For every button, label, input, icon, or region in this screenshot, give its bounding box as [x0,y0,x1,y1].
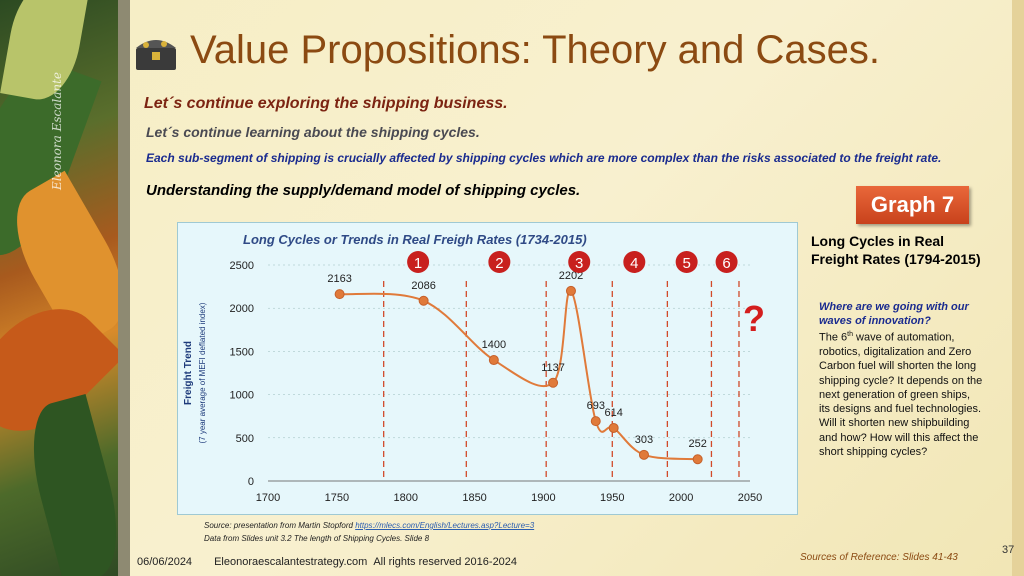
y-tick-label: 1500 [230,346,254,358]
data-label: 614 [604,407,622,419]
y-tick-label: 500 [236,433,254,445]
y-axis-sublabel: (7 year average of MEFI deflated index) [198,302,207,443]
data-label: 2202 [559,270,583,282]
right-edge [1012,0,1024,576]
source-line-2: Data from Slides unit 3.2 The length of … [204,534,430,543]
x-tick-label: 1900 [531,492,555,504]
chart-title: Long Cycles or Trends in Real Freigh Rat… [243,232,587,247]
data-point [590,416,601,427]
cycle-marker-label: 6 [722,255,730,272]
cycle-marker-6 [715,251,738,273]
data-point [418,295,429,306]
data-label: 693 [587,400,605,412]
data-label: 2086 [411,280,435,292]
subtitle-exploring: Let´s continue exploring the shipping bu… [144,95,508,112]
chart-svg: Long Cycles or Trends in Real Freigh Rat… [183,232,765,504]
y-axis-label: Freight Trend [183,341,194,405]
decorative-flower-painting: Eleonora Escalante [0,0,120,576]
data-label: 1137 [541,362,565,374]
x-tick-label: 1950 [600,492,624,504]
x-tick-label: 1800 [393,492,417,504]
data-point [334,289,345,300]
data-point [548,377,559,388]
treasure-chest-icon [136,40,176,70]
data-label: 1400 [482,339,506,351]
page-number: 37 [1002,544,1015,556]
x-tick-label: 2000 [669,492,693,504]
cycle-marker-5 [675,251,698,273]
data-point [565,285,576,296]
cycle-marker-4 [623,251,646,273]
x-tick-label: 1850 [462,492,486,504]
subtitle-learning: Let´s continue learning about the shippi… [146,124,480,140]
graph-badge: Graph 7 [856,186,969,224]
cycle-marker-3 [568,251,591,273]
x-tick-label: 1700 [256,492,280,504]
section-heading: Understanding the supply/demand model of… [146,182,581,199]
cycle-marker-label: 2 [495,255,503,272]
cycle-marker-label: 5 [682,255,690,272]
footer-date: 06/06/2024 [137,556,193,568]
data-point [692,454,703,465]
data-label: 303 [635,434,653,446]
cycle-marker-label: 4 [630,255,638,272]
sidebar-body-pre: The 6 [819,331,848,344]
sidebar-title: Long Cycles in Real Freight Rates (1794-… [811,233,981,268]
sidebar-body-post: wave of automation, robotics, digitaliza… [819,331,983,459]
data-label: 2163 [327,273,351,285]
sidebar-body: The 6th wave of automation, robotics, di… [819,330,984,459]
y-tick-label: 0 [248,476,254,488]
sidebar-body-sup: th [847,331,853,338]
data-point [488,355,499,366]
question-mark: ? [743,298,765,339]
sidebar-question: Where are we going with our waves of inn… [819,301,969,328]
data-label: 252 [688,438,706,450]
data-point [608,422,619,433]
artist-signature: Eleonora Escalante [50,71,64,190]
source-line: Source: presentation from Martin Stopfor… [204,521,534,530]
y-tick-label: 1000 [230,390,254,402]
page-title: Value Propositions: Theory and Cases. [190,28,881,72]
cycle-marker-label: 3 [575,255,583,272]
cycle-marker-1 [407,251,430,273]
y-tick-label: 2500 [230,260,254,272]
x-tick-label: 2050 [738,492,762,504]
footer-site: Eleonoraescalantestrategy.com [214,556,368,568]
source-link[interactable]: https://mlecs.com/English/Lectures.asp?L… [355,521,535,530]
footer-rights: All rights reserved 2016-2024 [373,556,518,568]
x-tick-label: 1750 [325,492,349,504]
y-tick-label: 2000 [230,303,254,315]
source-prefix: Source: presentation from Martin Stopfor… [204,521,356,530]
cycle-marker-label: 1 [414,255,422,272]
intro-text: Each sub-segment of shipping is cruciall… [146,151,942,165]
cycle-marker-2 [488,251,511,273]
left-border [118,0,130,576]
data-point [638,449,649,460]
footer: 06/06/2024 Eleonoraescalantestrategy.com A… [137,556,539,568]
freight-rates-chart: Long Cycles or Trends in Real Freigh Rat… [177,222,798,515]
references-note: Sources of Reference: Slides 41-43 [800,552,958,563]
